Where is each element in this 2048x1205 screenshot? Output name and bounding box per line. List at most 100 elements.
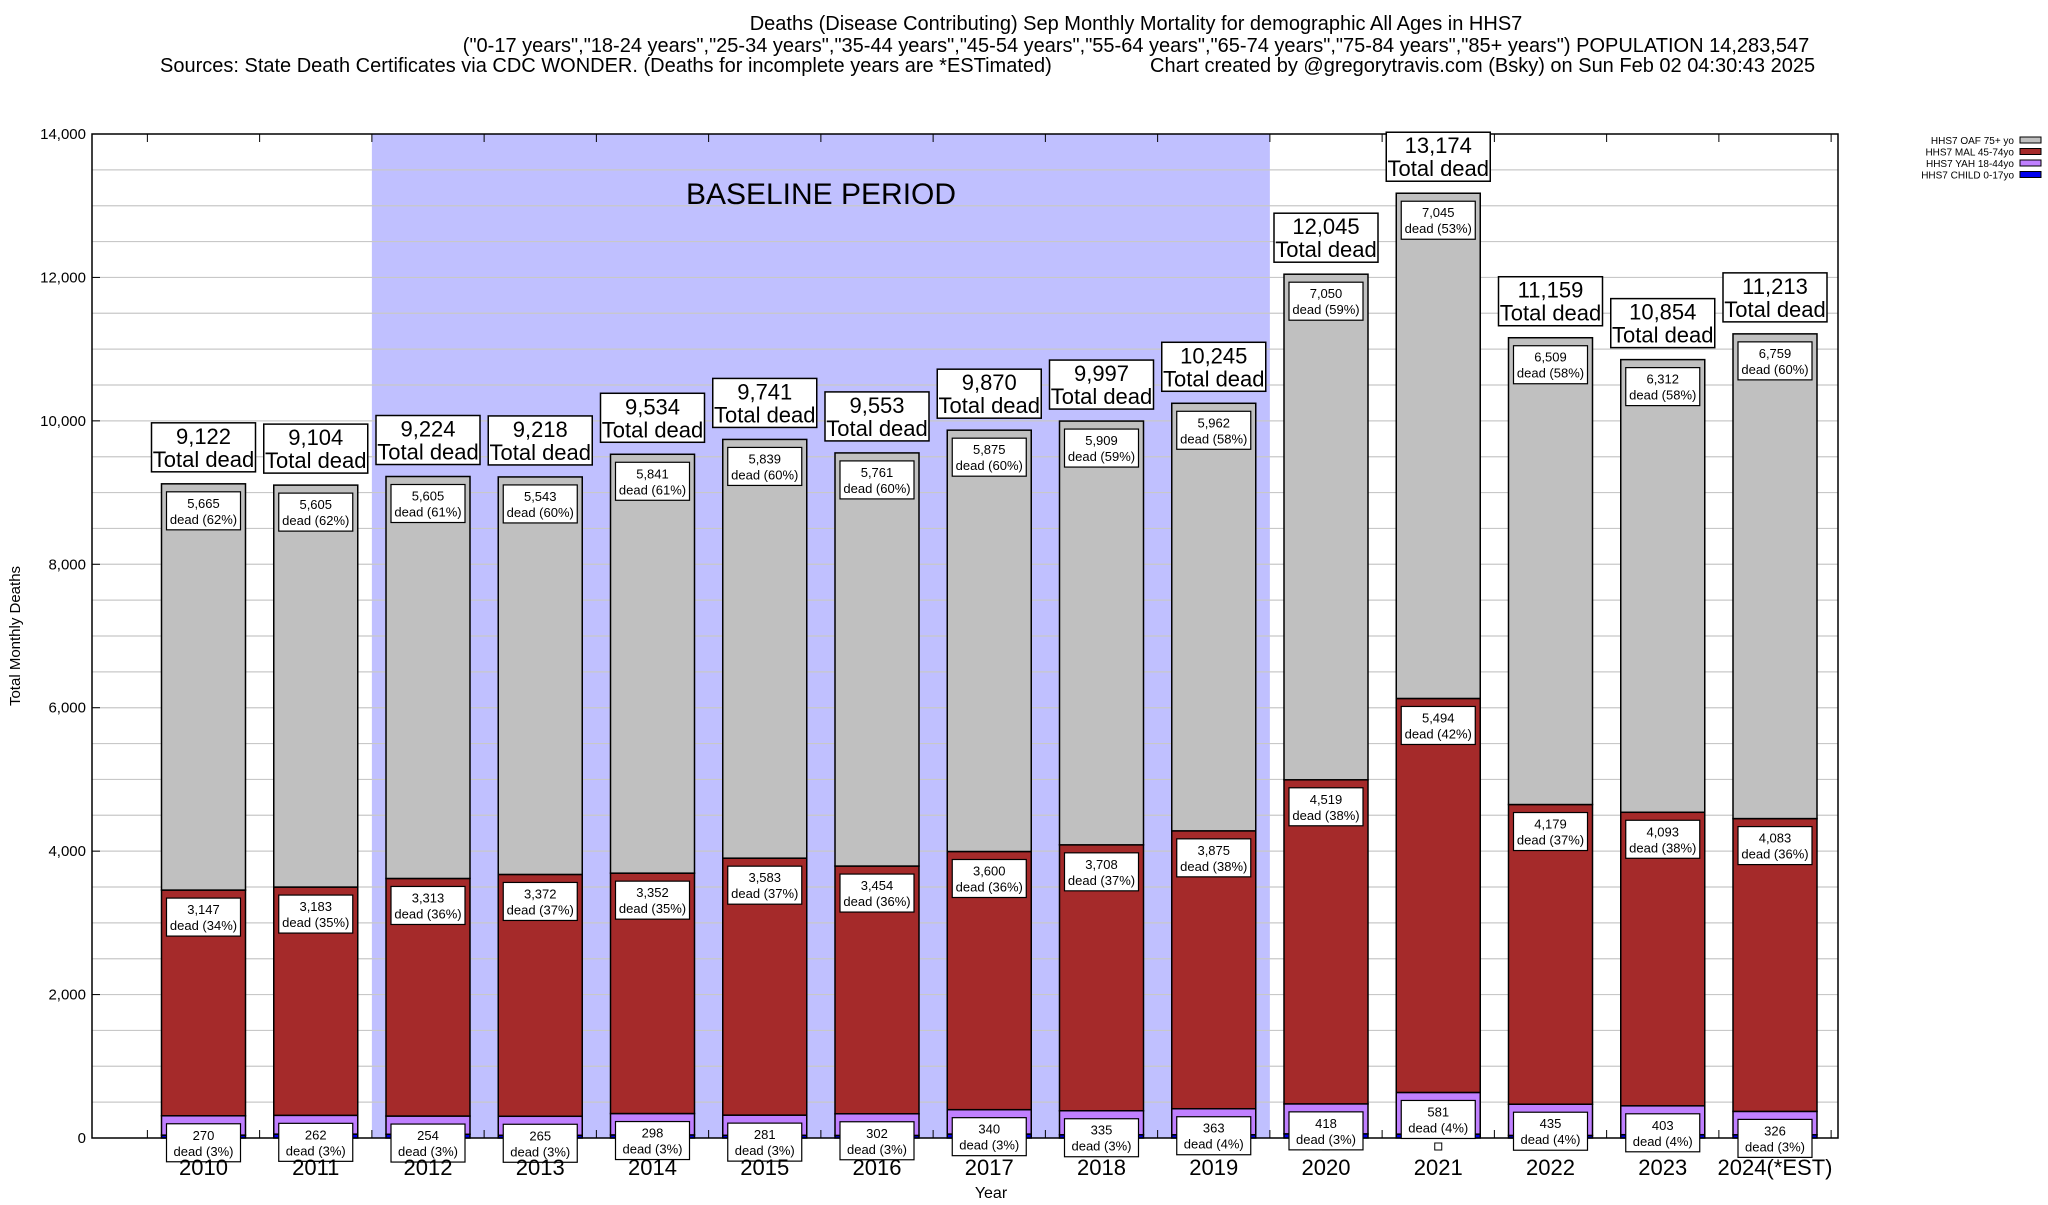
dead-word: dead ( <box>1180 859 1218 874</box>
segment-percent-label: dead (4%) <box>1184 1137 1244 1152</box>
total-value-label: 9,870 <box>962 370 1017 395</box>
close-paren: ) <box>345 915 349 930</box>
dead-word: dead ( <box>619 901 657 916</box>
segment-label-box <box>1063 852 1140 892</box>
close-paren: ) <box>566 1144 570 1159</box>
bar-segment-hhs7-mal-45-74yo <box>1395 697 1481 1094</box>
y-tick-label: 0 <box>78 1130 86 1147</box>
percent-value: 59% <box>1105 449 1131 464</box>
segment-label-box <box>951 1117 1027 1157</box>
close-paren: ) <box>682 482 686 497</box>
close-paren: ) <box>906 894 910 909</box>
close-paren: ) <box>1464 1120 1468 1135</box>
segment-percent-label: dead (3%) <box>622 1142 682 1157</box>
segment-label-box <box>502 1123 578 1163</box>
dead-word: dead ( <box>1405 221 1443 236</box>
y-tick-label: 14,000 <box>40 126 86 143</box>
close-paren: ) <box>682 901 686 916</box>
dead-word: dead ( <box>735 1143 773 1158</box>
close-paren: ) <box>1019 880 1023 895</box>
segment-value-label: 3,454 <box>861 878 894 893</box>
segment-label-box <box>951 858 1027 899</box>
percent-value: 36% <box>1778 847 1804 862</box>
x-tick-label: 2015 <box>740 1155 789 1180</box>
total-value-label: 9,122 <box>176 424 231 449</box>
percent-value: 58% <box>1554 366 1580 381</box>
child-marker <box>1434 1142 1443 1151</box>
percent-value: 4% <box>1445 1120 1464 1135</box>
total-label-box <box>599 392 706 444</box>
total-value-label: 10,854 <box>1629 300 1696 325</box>
segment-percent-label: dead (3%) <box>510 1144 570 1159</box>
segment-percent-label: dead (58%) <box>1180 431 1247 446</box>
percent-value: 37% <box>768 886 794 901</box>
total-value-label: 12,045 <box>1292 214 1359 239</box>
y-axis-label: Total Monthly Deaths <box>7 566 24 706</box>
close-paren: ) <box>1243 859 1247 874</box>
close-paren: ) <box>1352 1132 1356 1147</box>
segment-value-label: 4,093 <box>1646 824 1679 839</box>
segment-percent-label: dead (3%) <box>173 1144 233 1159</box>
dead-word: dead ( <box>1520 1132 1558 1147</box>
segment-label-box <box>951 437 1027 477</box>
dead-word: dead ( <box>843 894 881 909</box>
total-dead-label: Total dead <box>489 440 591 465</box>
segment-label-box <box>278 894 354 934</box>
close-paren: ) <box>229 1144 233 1159</box>
close-paren: ) <box>345 513 349 528</box>
segment-label-box <box>1737 341 1813 381</box>
legend-swatch <box>2019 136 2042 144</box>
percent-value: 3% <box>1333 1132 1352 1147</box>
x-tick-label: 2019 <box>1189 1155 1238 1180</box>
segment-value-label: 6,312 <box>1646 372 1679 387</box>
percent-value: 36% <box>880 894 906 909</box>
dead-word: dead ( <box>1292 302 1330 317</box>
segment-value-label: 326 <box>1764 1123 1786 1138</box>
dead-word: dead ( <box>843 481 881 496</box>
close-paren: ) <box>794 886 798 901</box>
total-label-box <box>1722 272 1828 323</box>
segment-label-box <box>390 483 466 524</box>
total-label-box <box>487 415 593 466</box>
bar-segment-hhs7-oaf-75-yo <box>1058 420 1145 846</box>
dead-word: dead ( <box>731 467 769 482</box>
bar-segment-hhs7-oaf-75-yo <box>385 475 471 880</box>
bar-segment-hhs7-mal-45-74yo <box>1620 811 1706 1107</box>
close-paren: ) <box>1243 431 1247 446</box>
segment-value-label: 4,083 <box>1759 831 1792 846</box>
close-paren: ) <box>570 902 574 917</box>
segment-value-label: 3,352 <box>636 885 669 900</box>
segment-percent-label: dead (36%) <box>1741 847 1808 862</box>
segment-percent-label: dead (3%) <box>398 1144 458 1159</box>
segment-percent-label: dead (60%) <box>1741 362 1808 377</box>
segment-label-box <box>839 873 915 913</box>
percent-value: 60% <box>880 481 906 496</box>
total-label-box <box>1273 212 1379 263</box>
x-tick-label: 2018 <box>1077 1155 1126 1180</box>
close-paren: ) <box>1804 847 1808 862</box>
segment-label-box <box>1737 825 1813 866</box>
segment-value-label: 363 <box>1203 1121 1225 1136</box>
percent-value: 4% <box>1557 1132 1576 1147</box>
x-axis-label: Year <box>975 1185 1008 1200</box>
segment-label-box <box>165 1123 242 1163</box>
segment-value-label: 418 <box>1315 1116 1337 1131</box>
total-label-box <box>936 368 1042 419</box>
segment-percent-label: dead (35%) <box>282 915 349 930</box>
x-tick-label: 2014 <box>628 1155 677 1180</box>
segment-percent-label: dead (62%) <box>170 512 237 527</box>
x-tick-label: 2021 <box>1414 1155 1463 1180</box>
percent-value: 35% <box>319 915 345 930</box>
dead-word: dead ( <box>510 1144 548 1159</box>
segment-value-label: 3,600 <box>973 864 1006 879</box>
total-value-label: 13,174 <box>1405 133 1472 158</box>
total-label-box <box>263 423 369 474</box>
y-tick-label: 8,000 <box>48 556 86 573</box>
segment-percent-label: dead (53%) <box>1405 221 1472 236</box>
segment-percent-label: dead (3%) <box>1296 1132 1356 1147</box>
percent-value: 58% <box>1217 431 1243 446</box>
dead-word: dead ( <box>1741 847 1779 862</box>
x-tick-label: 2024(*EST) <box>1718 1155 1833 1180</box>
